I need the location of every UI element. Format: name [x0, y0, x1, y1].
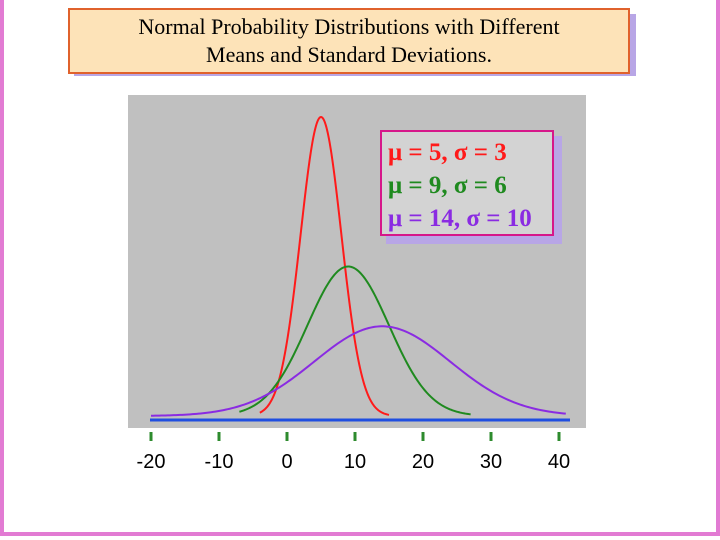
series-curve-2 [239, 265, 471, 416]
x-tick-label: 30 [480, 451, 502, 473]
legend-entry-1: μ = 5, σ = 3 [388, 139, 507, 166]
title-line-1: Normal Probability Distributions with Di… [138, 14, 560, 39]
x-tick-label: 20 [412, 451, 434, 473]
title-line-2: Means and Standard Deviations. [206, 42, 492, 67]
series-curve-1 [259, 115, 390, 416]
x-tick-label: 10 [344, 451, 366, 473]
chart-title: Normal Probability Distributions with Di… [68, 8, 630, 74]
legend: μ = 5, σ = 3 μ = 9, σ = 6 μ = 14, σ = 10 [380, 130, 554, 236]
legend-entry-3: μ = 14, σ = 10 [388, 205, 532, 232]
series-curve-3 [150, 325, 566, 417]
x-tick-label: 40 [548, 451, 570, 473]
x-tick-label: -20 [137, 451, 166, 473]
x-tick-label: 0 [281, 451, 292, 473]
legend-entry-2: μ = 9, σ = 6 [388, 172, 507, 199]
x-tick-label: -10 [205, 451, 234, 473]
